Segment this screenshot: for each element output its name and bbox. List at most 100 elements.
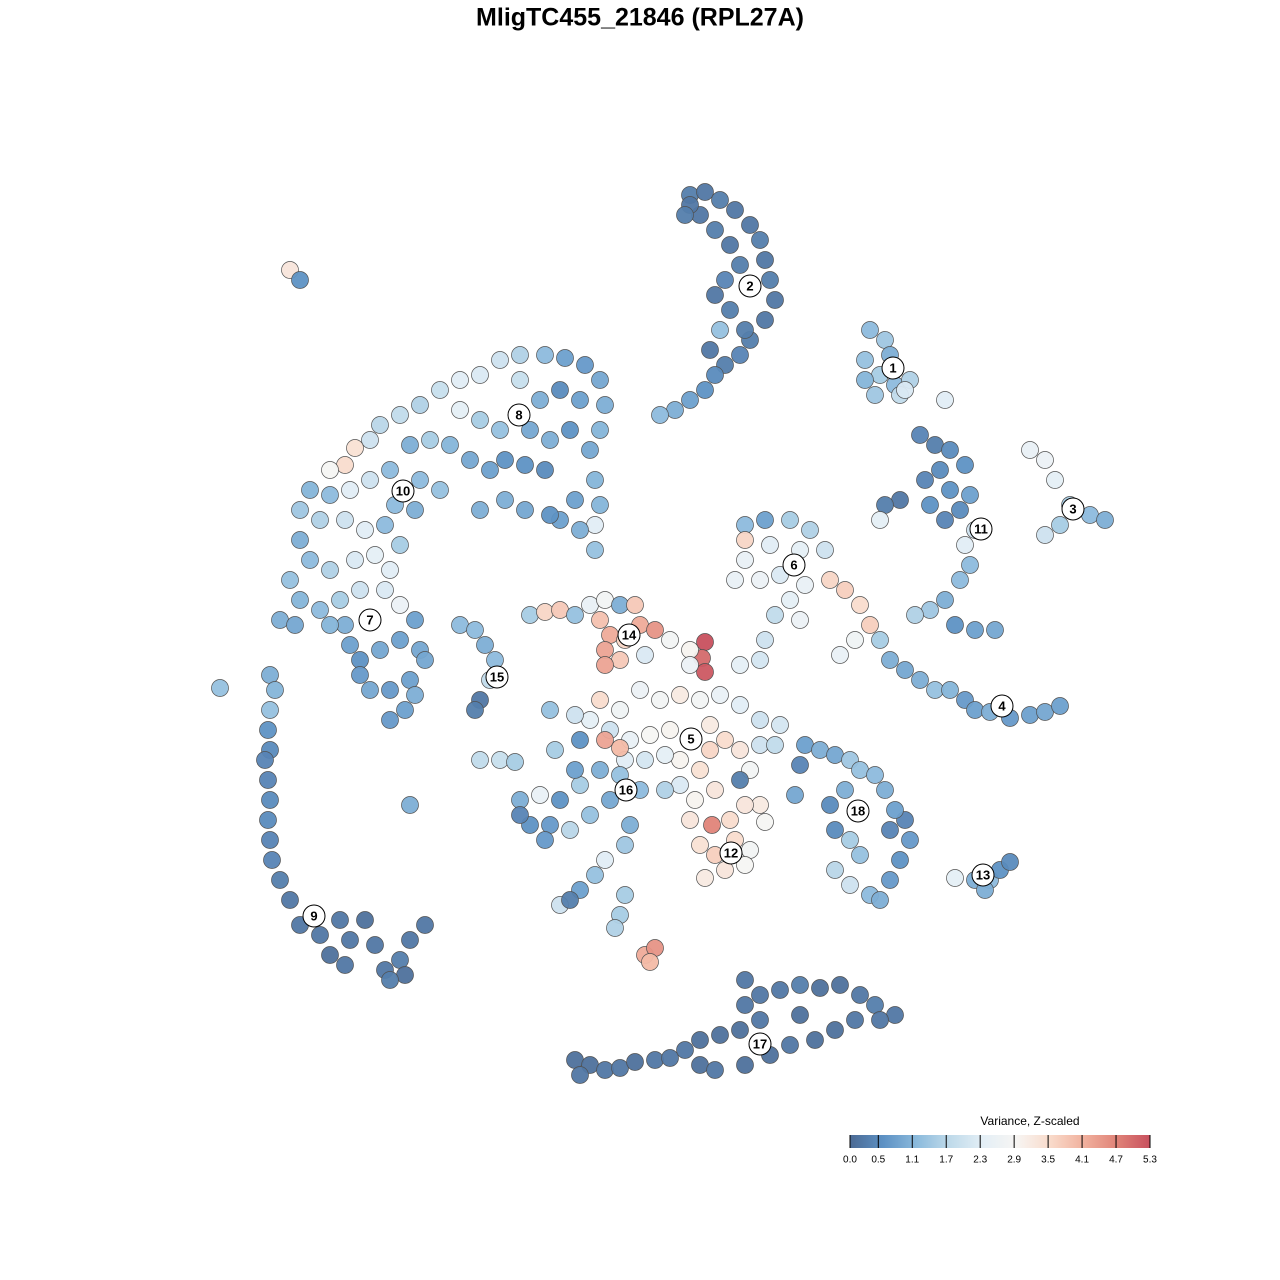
point [891, 851, 909, 869]
point [801, 521, 819, 539]
point [941, 441, 959, 459]
colorbar-tick-label: 1.7 [939, 1155, 953, 1166]
point [561, 421, 579, 439]
cluster-label: 16 [619, 782, 633, 797]
point [691, 836, 709, 854]
point [941, 681, 959, 699]
cluster-marker [358, 608, 382, 632]
point [336, 616, 354, 634]
point [261, 666, 279, 684]
point [696, 183, 714, 201]
point [591, 496, 609, 514]
cluster-label: 6 [790, 557, 797, 572]
point [736, 971, 754, 989]
point [626, 596, 644, 614]
point [416, 916, 434, 934]
point [646, 1051, 664, 1069]
point [381, 561, 399, 579]
point [256, 751, 274, 769]
chart-title: MligTC455_21846 (RPL27A) [476, 4, 804, 32]
point [431, 481, 449, 499]
point [986, 621, 1004, 639]
point [1051, 697, 1069, 715]
point [701, 341, 719, 359]
point [751, 711, 769, 729]
point [259, 811, 277, 829]
point [731, 771, 749, 789]
point [346, 439, 364, 457]
point [281, 571, 299, 589]
point [731, 741, 749, 759]
point [641, 726, 659, 744]
point [736, 996, 754, 1014]
point [951, 501, 969, 519]
point [381, 681, 399, 699]
point [331, 591, 349, 609]
point [926, 681, 944, 699]
point [411, 396, 429, 414]
point [771, 981, 789, 999]
point [891, 491, 909, 509]
point [596, 656, 614, 674]
point [536, 461, 554, 479]
point [691, 761, 709, 779]
point [581, 711, 599, 729]
point [806, 1031, 824, 1049]
point [851, 846, 869, 864]
point [301, 551, 319, 569]
point [511, 806, 529, 824]
point [1036, 526, 1054, 544]
point [871, 511, 889, 529]
point [581, 806, 599, 824]
point [861, 616, 879, 634]
point [536, 831, 554, 849]
point [771, 716, 789, 734]
point [401, 796, 419, 814]
point [321, 946, 339, 964]
point [301, 481, 319, 499]
cluster-label: 10 [396, 483, 410, 498]
point [261, 701, 279, 719]
point [441, 436, 459, 454]
cluster-label: 3 [1069, 501, 1076, 516]
point [866, 766, 884, 784]
point [571, 521, 589, 539]
point [956, 456, 974, 474]
point [586, 516, 604, 534]
point [731, 656, 749, 674]
point [791, 1006, 809, 1024]
point [826, 861, 844, 879]
cluster-marker [748, 1032, 772, 1056]
point [576, 356, 594, 374]
point [496, 491, 514, 509]
colorbar-tick-label: 0.5 [871, 1155, 885, 1166]
cluster-label: 9 [310, 908, 317, 923]
point [736, 551, 754, 569]
point [606, 919, 624, 937]
cluster-marker [738, 274, 762, 298]
point [571, 731, 589, 749]
point [721, 301, 739, 319]
point [491, 421, 509, 439]
point [586, 471, 604, 489]
point [341, 636, 359, 654]
point [631, 681, 649, 699]
point [551, 601, 569, 619]
point [751, 736, 769, 754]
point [731, 346, 749, 364]
point [511, 346, 529, 364]
point [591, 761, 609, 779]
point [421, 431, 439, 449]
point [826, 821, 844, 839]
colorbar-tick-label: 4.7 [1109, 1155, 1123, 1166]
point [341, 931, 359, 949]
point [451, 616, 469, 634]
point [896, 661, 914, 679]
point [786, 786, 804, 804]
point [871, 631, 889, 649]
point [731, 696, 749, 714]
point [481, 461, 499, 479]
point [821, 796, 839, 814]
point [671, 776, 689, 794]
point [691, 1056, 709, 1074]
